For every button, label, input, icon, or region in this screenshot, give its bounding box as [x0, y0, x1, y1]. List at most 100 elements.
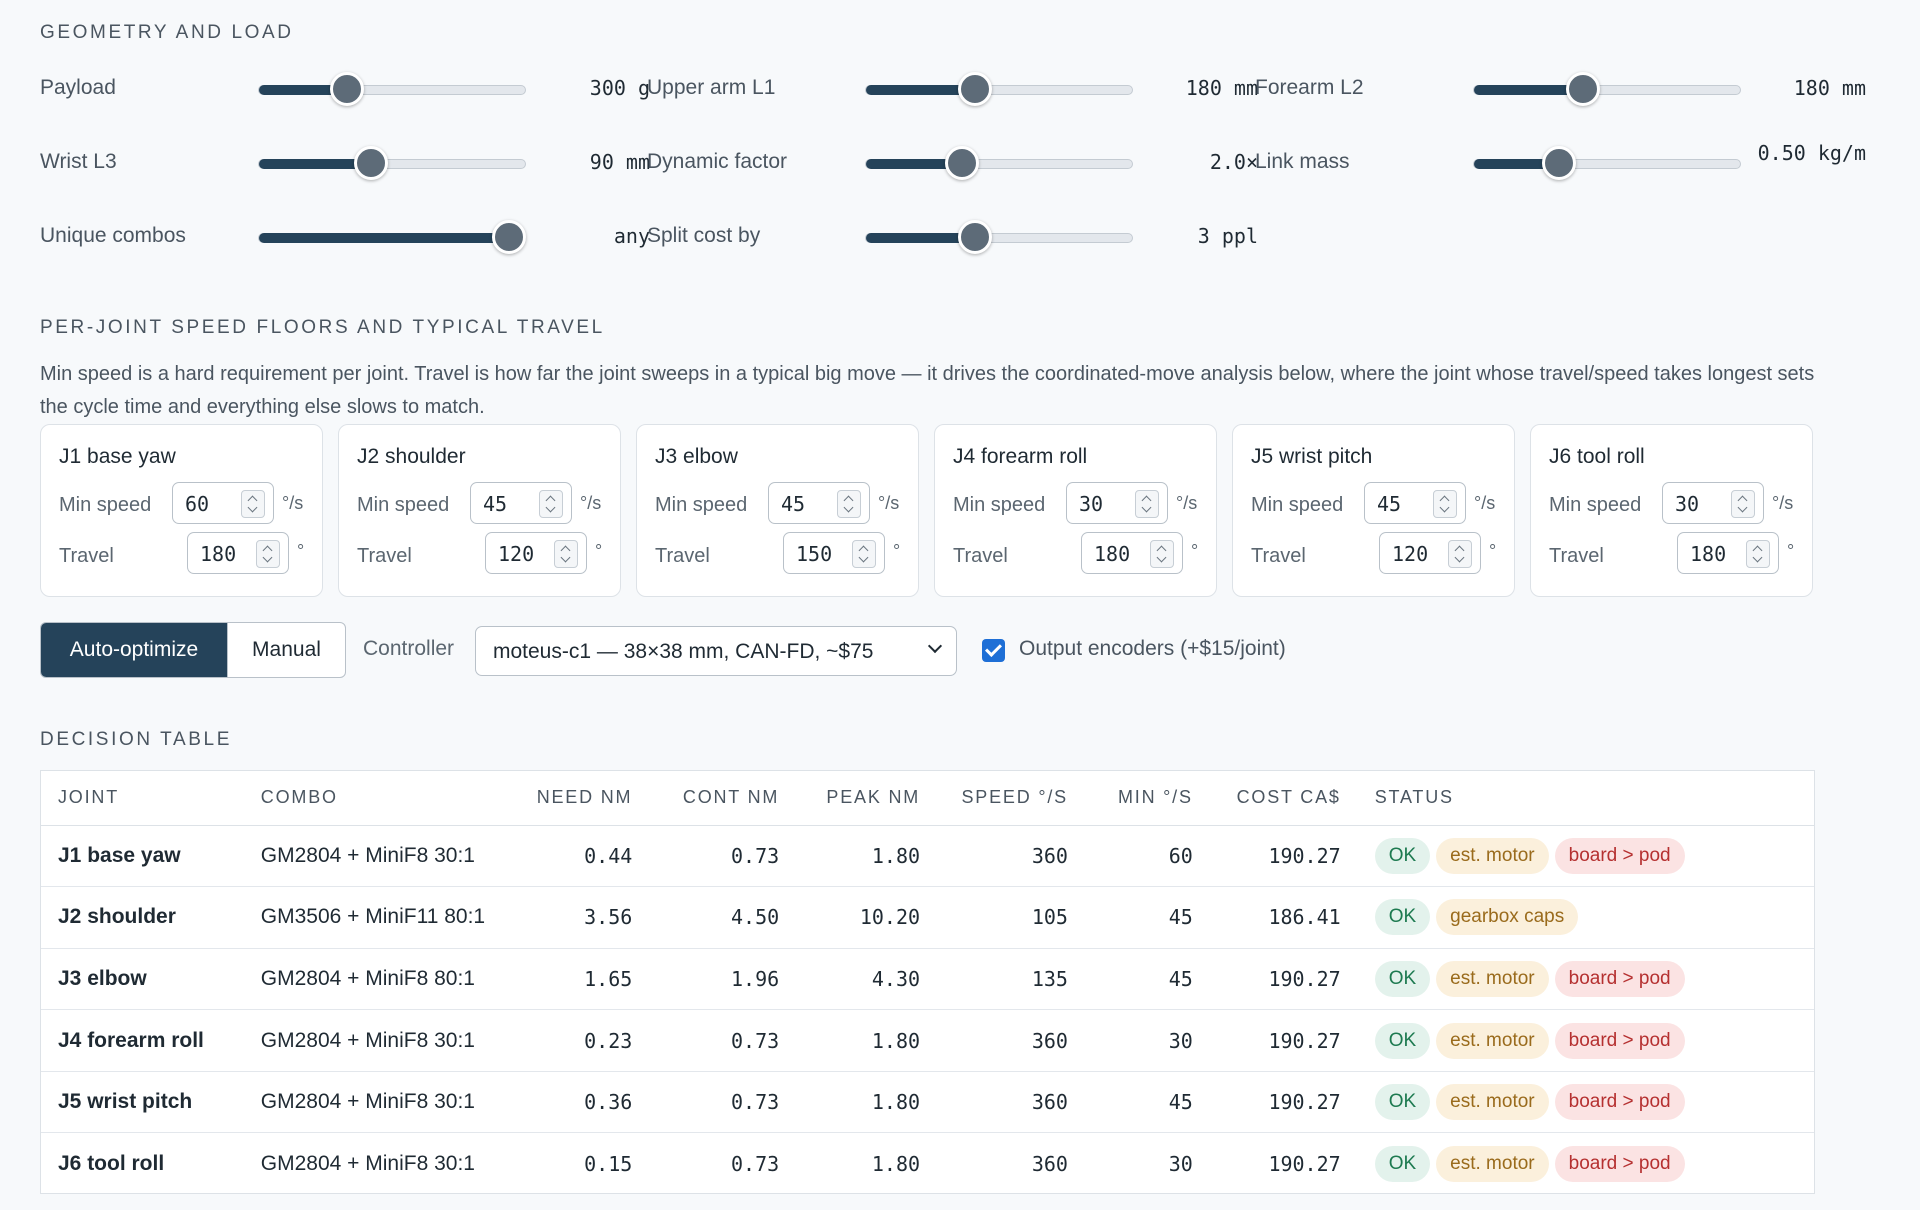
split-cost-by-slider-thumb[interactable]: [958, 220, 993, 254]
spinner-icon[interactable]: [554, 540, 578, 568]
output-encoders-checkbox[interactable]: [982, 639, 1005, 662]
cell-min: 60: [1084, 825, 1210, 888]
travel-label: Travel: [59, 545, 114, 567]
table-row: J4 forearm roll GM2804 + MiniF8 30:1 0.23 0…: [41, 1009, 1814, 1072]
spinner-icon[interactable]: [1135, 490, 1159, 518]
cell-status: OK est. motor board > pod: [1358, 1133, 1814, 1195]
status-badge: OK: [1374, 1084, 1431, 1121]
payload-slider-thumb[interactable]: [329, 72, 364, 106]
upper-arm-l1-slider-thumb[interactable]: [958, 72, 993, 106]
travel-unit: °: [1787, 541, 1795, 561]
wrist-l3-slider[interactable]: [258, 146, 526, 180]
payload-slider-fill: [259, 85, 347, 95]
cell-cont: 1.96: [649, 948, 797, 1011]
min-speed-input[interactable]: 30: [1066, 482, 1168, 524]
min-speed-input[interactable]: 45: [470, 482, 572, 524]
link-mass-slider-fill: [1474, 159, 1560, 169]
forearm-l2-slider[interactable]: [1473, 72, 1741, 106]
link-mass-label: Link mass: [1255, 150, 1350, 173]
spinner-icon[interactable]: [852, 540, 876, 568]
cell-cont: 0.73: [649, 1071, 797, 1134]
min-speed-input[interactable]: 45: [768, 482, 870, 524]
speed-unit: °/s: [1176, 493, 1198, 513]
travel-input[interactable]: 120: [1379, 532, 1481, 574]
payload-label: Payload: [40, 76, 116, 99]
travel-unit: °: [595, 541, 603, 561]
spinner-icon[interactable]: [241, 490, 265, 518]
column-header: COST CA$: [1209, 771, 1358, 826]
spinner-icon[interactable]: [1746, 540, 1770, 568]
travel-input[interactable]: 180: [187, 532, 289, 574]
cell-combo: GM3506 + MiniF11 80:1: [243, 886, 514, 949]
dynamic-factor-slider-thumb[interactable]: [944, 146, 979, 180]
min-speed-input[interactable]: 30: [1662, 482, 1764, 524]
joint-card-title: J1 base yaw: [59, 445, 176, 468]
travel-unit: °: [1489, 541, 1497, 561]
cell-cost: 186.41: [1209, 886, 1358, 949]
joint-card-title: J2 shoulder: [357, 445, 466, 468]
status-badge: OK: [1374, 899, 1431, 936]
link-mass-slider[interactable]: [1473, 146, 1741, 180]
min-speed-value: 45: [483, 492, 508, 516]
dynamic-factor-slider[interactable]: [865, 146, 1133, 180]
cell-joint: J2 shoulder: [41, 886, 244, 949]
forearm-l2-slider-thumb[interactable]: [1566, 72, 1601, 106]
spinner-icon[interactable]: [1433, 490, 1457, 518]
forearm-l2-value: 180 mm: [1793, 76, 1866, 100]
status-badge: board > pod: [1554, 1146, 1685, 1183]
manual-button[interactable]: Manual: [227, 623, 345, 677]
spinner-icon[interactable]: [539, 490, 563, 518]
wrist-l3-slider-thumb[interactable]: [353, 146, 388, 180]
split-cost-by-slider[interactable]: [865, 220, 1133, 254]
upper-arm-l1-slider[interactable]: [865, 72, 1133, 106]
column-header: SPEED °/S: [937, 771, 1085, 826]
cell-peak: 1.80: [796, 825, 938, 888]
output-encoders-label[interactable]: Output encoders (+$15/joint): [1019, 637, 1286, 660]
status-badge: gearbox caps: [1436, 899, 1579, 936]
decision-table: JOINT COMBO NEED NM CONT NM PEAK NM SPEED °/S…: [40, 770, 1815, 1194]
upper-arm-l1-value: 180 mm: [1185, 76, 1258, 100]
unique-combos-slider-thumb[interactable]: [492, 220, 527, 254]
travel-value: 180: [1690, 542, 1727, 566]
spinner-icon[interactable]: [256, 540, 280, 568]
cell-peak: 4.30: [796, 948, 938, 1011]
min-speed-input[interactable]: 45: [1364, 482, 1466, 524]
min-speed-label: Min speed: [953, 494, 1046, 516]
controller-select[interactable]: moteus-c1 — 38×38 mm, CAN-FD, ~$75: [475, 626, 957, 676]
min-speed-input[interactable]: 60: [172, 482, 274, 524]
spinner-icon[interactable]: [1731, 490, 1755, 518]
travel-input[interactable]: 180: [1677, 532, 1779, 574]
cell-peak: 1.80: [871, 1152, 921, 1177]
travel-label: Travel: [655, 545, 710, 567]
travel-input[interactable]: 180: [1081, 532, 1183, 574]
joint-card-j6: J6 tool roll Min speed 30 °/s Travel 180 °: [1530, 424, 1813, 597]
mode-toggle: Auto-optimize Manual: [40, 622, 346, 678]
dynamic-factor-value: 2.0×: [1209, 150, 1258, 174]
spinner-icon[interactable]: [1448, 540, 1472, 568]
spinner-icon[interactable]: [837, 490, 861, 518]
unique-combos-slider-fill: [259, 233, 510, 243]
cell-min: 45: [1084, 1071, 1210, 1134]
travel-input[interactable]: 150: [783, 532, 885, 574]
payload-slider[interactable]: [258, 72, 526, 106]
min-speed-label: Min speed: [1251, 494, 1344, 516]
auto-optimize-button[interactable]: Auto-optimize: [41, 623, 227, 677]
table-row: J3 elbow GM2804 + MiniF8 80:1 1.65 1.96 4.30…: [41, 948, 1814, 1011]
spinner-icon[interactable]: [1150, 540, 1174, 568]
table-row: J2 shoulder GM3506 + MiniF11 80:1 3.56 4.50…: [41, 886, 1814, 949]
column-header: PEAK NM: [796, 771, 938, 826]
cell-joint: J5 wrist pitch: [41, 1071, 244, 1134]
cell-cost: 190.27: [1209, 1009, 1358, 1072]
unique-combos-slider[interactable]: [258, 220, 527, 254]
column-header: NEED NM: [513, 771, 650, 826]
column-header: MIN °/S: [1084, 771, 1210, 826]
min-speed-value: 30: [1675, 492, 1700, 516]
cell-need: 0.44: [513, 825, 650, 888]
min-speed-value: 30: [1079, 492, 1104, 516]
travel-input[interactable]: 120: [485, 532, 587, 574]
status-badge: OK: [1374, 960, 1431, 997]
link-mass-slider-thumb[interactable]: [1542, 146, 1577, 180]
table-body: J1 base yaw GM2804 + MiniF8 30:1 0.44 0.73 1…: [41, 825, 1814, 1195]
column-header: STATUS: [1357, 771, 1814, 826]
joint-card-j3: J3 elbow Min speed 45 °/s Travel 150 °: [636, 424, 919, 597]
